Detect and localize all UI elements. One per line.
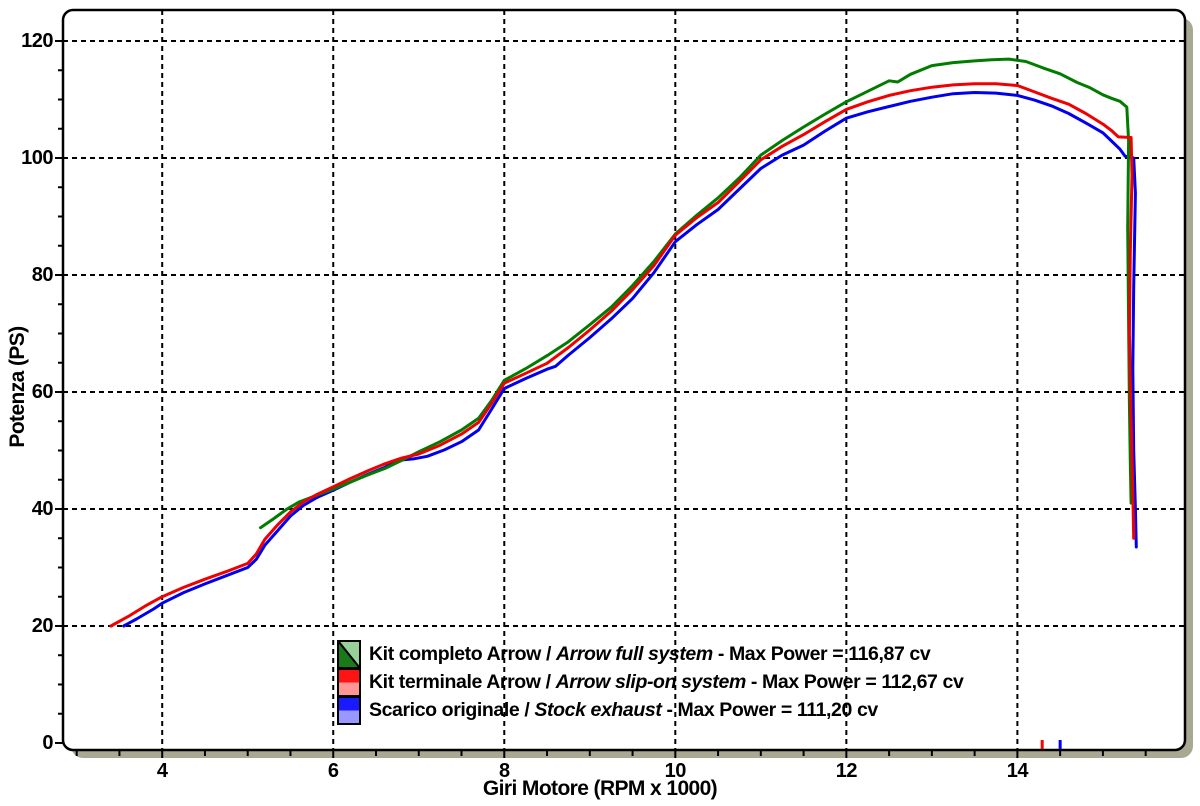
y-tick-label-60: 60: [31, 380, 54, 403]
y-axis-title: Potenza (PS): [6, 326, 29, 448]
legend-label-arrow-full-system: Kit completo Arrow / Arrow full system -…: [369, 642, 931, 665]
x-axis-title: Giri Motore (RPM x 1000): [482, 777, 718, 800]
y-tick-label-80: 80: [31, 263, 54, 286]
y-tick-label-20: 20: [31, 614, 54, 637]
y-tick-label-40: 40: [31, 497, 54, 520]
legend-row-arrow-slip-on-system: Kit terminale Arrow / Arrow slip-on syst…: [337, 667, 964, 697]
x-tick-label-12: 12: [835, 760, 858, 782]
legend-swatch-arrow-slip-on-system-icon: [337, 667, 361, 697]
curve-arrow-slip-on-system: [109, 82, 1136, 628]
plot-frame: [61, 8, 1187, 752]
x-tick-label-4: 4: [156, 760, 168, 782]
legend-label-arrow-slip-on-system: Kit terminale Arrow / Arrow slip-on syst…: [369, 670, 964, 693]
legend-label-stock-exhaust: Scarico originale / Stock exhaust - Max …: [369, 698, 878, 721]
curve-stock-exhaust: [122, 91, 1138, 628]
chart-legend: Kit completo Arrow / Arrow full system -…: [337, 639, 964, 725]
y-tick-label-120: 120: [21, 30, 53, 52]
y-tick-label-100: 100: [21, 147, 53, 169]
legend-row-arrow-full-system: Kit completo Arrow / Arrow full system -…: [337, 639, 963, 669]
legend-swatch-arrow-full-system-icon: [337, 639, 361, 669]
x-tick-label-8: 8: [498, 760, 510, 782]
x-tick-label-14: 14: [1006, 760, 1029, 782]
legend-swatch-stock-exhaust-icon: [337, 695, 361, 725]
y-tick-label-0: 0: [42, 731, 53, 754]
legend-row-stock-exhaust: Scarico originale / Stock exhaust - Max …: [337, 695, 963, 725]
x-tick-label-10: 10: [664, 760, 687, 782]
x-tick-label-6: 6: [327, 760, 339, 782]
